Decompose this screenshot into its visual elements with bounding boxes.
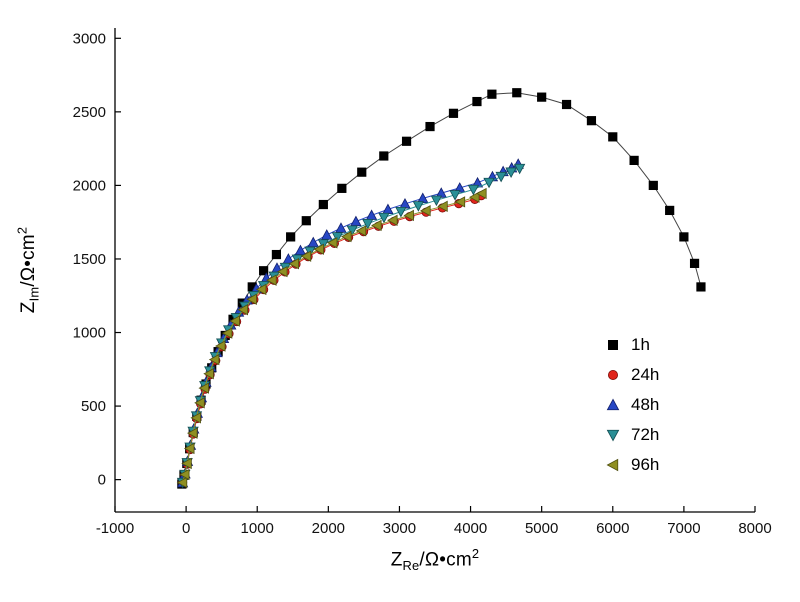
x-tick-label: 8000 xyxy=(738,520,771,537)
y-tick-label: 0 xyxy=(98,472,106,489)
legend-item-72h: 72h xyxy=(604,420,659,450)
legend-item-48h: 48h xyxy=(604,390,659,420)
legend-label: 24h xyxy=(631,365,660,384)
x-tick-label: 5000 xyxy=(525,520,558,537)
series-48h xyxy=(176,158,524,488)
legend: 1h 24h 48h 72h 96h xyxy=(604,330,659,480)
triangle-down-marker-icon xyxy=(606,429,620,442)
series-96h xyxy=(176,187,487,489)
x-tick-label: 0 xyxy=(182,520,190,537)
legend-label: 72h xyxy=(631,425,660,444)
x-tick-label: 2000 xyxy=(312,520,345,537)
triangle-up-marker-icon xyxy=(606,398,620,411)
legend-label: 96h xyxy=(631,455,660,474)
circle-marker-icon xyxy=(608,370,618,380)
square-marker-icon xyxy=(608,340,618,350)
y-tick-label: 2500 xyxy=(73,104,106,121)
y-axis-subscript: Im xyxy=(26,286,42,302)
legend-label: 1h xyxy=(631,335,650,354)
x-axis-symbol: Z xyxy=(390,549,403,571)
x-tick-label: 3000 xyxy=(383,520,416,537)
tick-labels: -1000 0 1000 2000 3000 4000 5000 6000 7000 8000 0 5… xyxy=(73,30,772,537)
x-axis-unit: /Ω•cm xyxy=(419,549,472,571)
y-axis-symbol: Z xyxy=(17,301,39,314)
y-tick-label: 500 xyxy=(81,398,106,415)
triangle-left-marker-icon xyxy=(606,458,619,472)
y-tick-label: 2000 xyxy=(73,177,106,194)
x-tick-label: 1000 xyxy=(241,520,274,537)
y-axis-superscript: 2 xyxy=(14,226,30,235)
axes xyxy=(114,28,755,513)
series-72h xyxy=(176,163,526,489)
y-tick-label: 1500 xyxy=(73,251,106,268)
legend-item-24h: 24h xyxy=(604,360,659,390)
x-tick-label: 7000 xyxy=(667,520,700,537)
x-tick-label: 4000 xyxy=(454,520,487,537)
y-tick-label: 3000 xyxy=(73,30,106,47)
tick-marks xyxy=(114,37,756,512)
x-tick-label: 6000 xyxy=(596,520,629,537)
x-axis-subscript: Re xyxy=(402,558,420,574)
y-axis-label: ZIm/Ω•cm2 xyxy=(14,227,41,313)
x-tick-label: -1000 xyxy=(96,520,134,537)
x-axis-superscript: 2 xyxy=(471,546,480,561)
y-axis-unit: /Ω•cm xyxy=(17,234,39,287)
legend-item-96h: 96h xyxy=(604,450,659,480)
legend-item-1h: 1h xyxy=(604,330,659,360)
y-tick-label: 1000 xyxy=(73,325,106,342)
legend-label: 48h xyxy=(631,395,660,414)
x-axis-label: ZRe/Ω•cm2 xyxy=(115,546,755,573)
